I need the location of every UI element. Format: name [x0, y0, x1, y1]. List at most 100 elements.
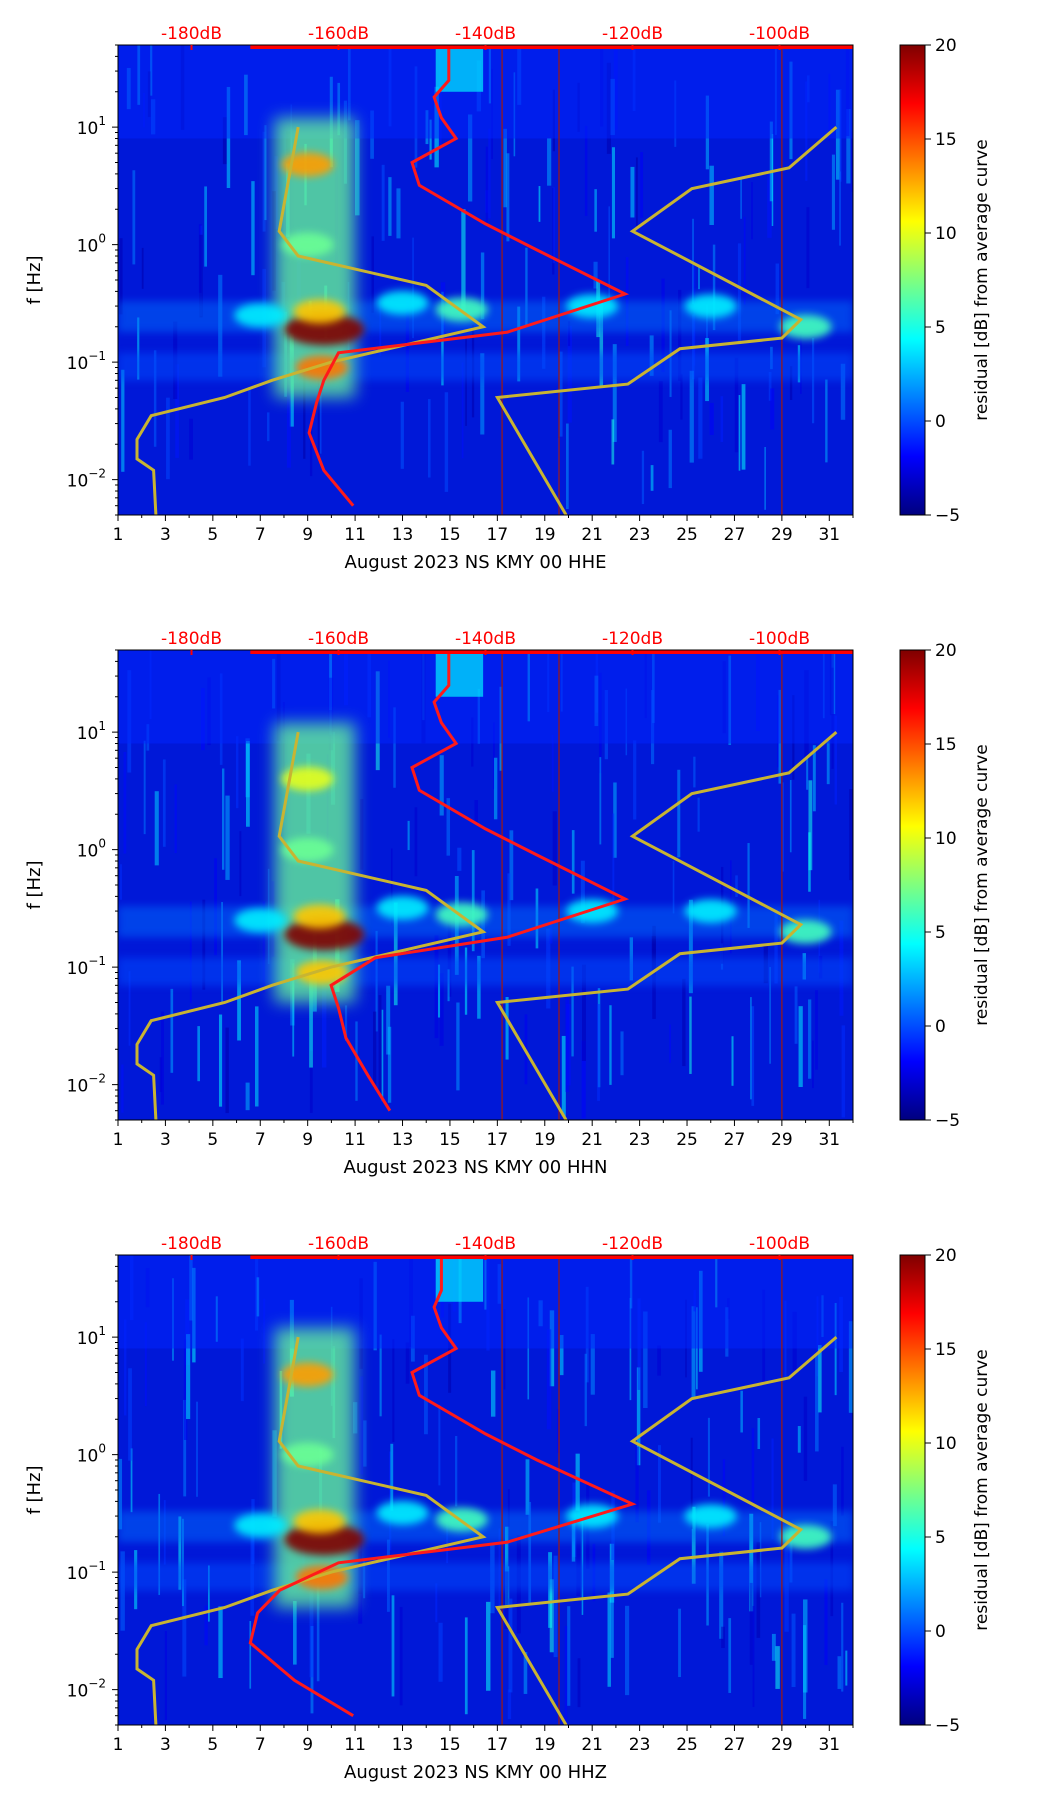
- heatmap-streak: [160, 1011, 164, 1105]
- heatmap-streak: [803, 1396, 808, 1481]
- heatmap-streak: [636, 1367, 641, 1466]
- heatmap-hotspot: [293, 904, 346, 929]
- heatmap-streak: [680, 374, 683, 420]
- heatmap-streak: [542, 296, 546, 369]
- heatmap-streak: [218, 1014, 223, 1107]
- heatmap-streak: [490, 1370, 496, 1417]
- heatmap-streak: [391, 1595, 395, 1697]
- heatmap-hotspot: [376, 895, 429, 920]
- heatmap-streak: [309, 1050, 313, 1113]
- heatmap-streak: [130, 1448, 133, 1513]
- heatmap-streak: [609, 1005, 612, 1085]
- heatmap-streak: [182, 1579, 187, 1677]
- heatmap-streak: [651, 936, 656, 975]
- reference-curve: [494, 1335, 838, 1725]
- x-tick-label: 11: [344, 1130, 366, 1150]
- heatmap-streak: [197, 1026, 200, 1082]
- heatmap-streak: [316, 1579, 320, 1682]
- heatmap-streak: [734, 357, 739, 453]
- heatmap-streak: [189, 418, 193, 460]
- heatmap-streak: [693, 756, 696, 788]
- heatmap-streak: [752, 1605, 755, 1707]
- x-tick-label: 7: [255, 1735, 266, 1755]
- heatmap-streak: [166, 397, 170, 480]
- heatmap-streak: [757, 1418, 761, 1449]
- heatmap-streak: [620, 1031, 624, 1076]
- heatmap-streak: [610, 1591, 614, 1658]
- heatmap-streak: [254, 1006, 259, 1107]
- heatmap-streak: [611, 419, 615, 465]
- heatmap-streak: [444, 392, 449, 492]
- heatmap-streak: [474, 799, 479, 825]
- heatmap-streak: [251, 181, 255, 276]
- heatmap-streak: [400, 401, 404, 469]
- heatmap-streak: [461, 362, 464, 459]
- heatmap-band: [118, 650, 853, 744]
- heatmap-streak: [218, 1606, 223, 1679]
- heatmap-streak: [204, 1605, 208, 1646]
- heatmap-streak: [771, 1438, 774, 1540]
- heatmap-hotspot: [293, 1509, 346, 1534]
- x-tick-label: 11: [344, 525, 366, 545]
- x-tick-label: 9: [302, 1130, 313, 1150]
- heatmap-streak: [668, 429, 672, 489]
- heatmap-streak: [477, 955, 481, 1019]
- heatmap-streak: [743, 216, 746, 305]
- heatmap-streak: [806, 757, 809, 790]
- heatmap-streak: [438, 1622, 443, 1682]
- heatmap-streak: [128, 971, 131, 1046]
- x-tick-label: 27: [724, 1735, 746, 1755]
- heatmap-streak: [625, 1605, 630, 1696]
- heatmap-streak: [245, 741, 250, 827]
- heatmap-streak: [688, 899, 693, 994]
- colorbar-tick-label: 0: [935, 1622, 946, 1642]
- heatmap-streak: [581, 1040, 586, 1119]
- heatmap-streak: [249, 1621, 252, 1689]
- heatmap-streak: [682, 978, 686, 1067]
- heatmap-hotspot: [376, 290, 429, 315]
- heatmap-streak: [728, 1618, 732, 1693]
- heatmap-streak: [677, 769, 681, 858]
- y-axis-label: f [Hz]: [24, 255, 45, 304]
- heatmap-streak: [565, 992, 570, 1092]
- colorbar-tick-label: 5: [935, 923, 946, 943]
- heatmap-hotspot: [684, 1504, 737, 1529]
- heatmap-streak: [199, 234, 203, 318]
- heatmap-streak: [525, 1459, 530, 1515]
- heatmap-streak: [128, 1368, 132, 1461]
- heatmap-streak: [841, 1025, 846, 1118]
- heatmap-streak: [837, 1656, 842, 1689]
- heatmap-streak: [650, 465, 654, 491]
- heatmap-streak: [292, 963, 295, 1057]
- heatmap-streak: [612, 813, 615, 916]
- heatmap-streak: [373, 1011, 377, 1088]
- heatmap-streak: [789, 1527, 793, 1583]
- db-tick-label: -140dB: [455, 24, 516, 44]
- heatmap-streak: [584, 1353, 587, 1427]
- heatmap-streak: [379, 1334, 382, 1417]
- heatmap-streak: [641, 450, 645, 505]
- x-tick-label: 9: [302, 1735, 313, 1755]
- heatmap-streak: [390, 848, 393, 926]
- heatmap-streak: [121, 1064, 124, 1113]
- colorbar-tick-label: 5: [935, 318, 946, 338]
- heatmap-streak: [387, 1026, 392, 1103]
- db-tick-label: -120dB: [602, 629, 663, 649]
- heatmap-streak: [658, 381, 663, 443]
- heatmap-hf-block: [435, 1255, 484, 1302]
- heatmap-streak: [840, 363, 846, 420]
- reference-curve: [135, 1336, 487, 1725]
- heatmap-band: [118, 352, 853, 381]
- heatmap-streak: [559, 351, 563, 437]
- heatmap-hotspot: [779, 919, 832, 944]
- reference-curve: [135, 731, 487, 1120]
- heatmap-streak: [245, 1082, 250, 1111]
- heatmap-streak: [740, 179, 743, 219]
- heatmap-streak: [846, 109, 851, 184]
- x-tick-label: 15: [439, 1130, 461, 1150]
- heatmap-streak: [488, 128, 491, 219]
- heatmap-streak: [561, 1035, 566, 1117]
- heatmap-streak: [225, 795, 230, 880]
- heatmap-streak: [480, 252, 485, 320]
